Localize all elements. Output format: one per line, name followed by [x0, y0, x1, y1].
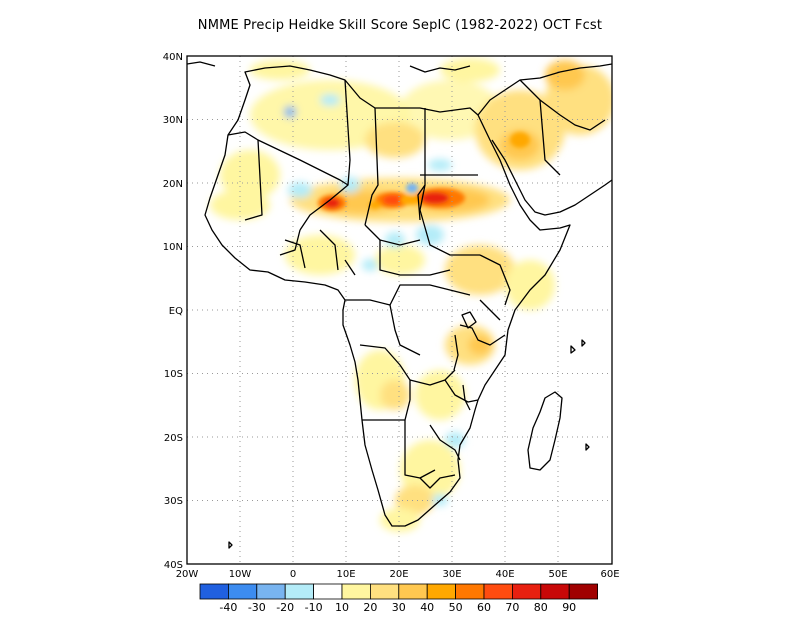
colorbar-swatch [398, 583, 428, 600]
colorbar-swatch [227, 583, 258, 600]
map-grid [187, 56, 612, 564]
lon-label: 20E [389, 569, 408, 580]
skill-shading [210, 58, 612, 532]
colorbar-label: 10 [335, 601, 349, 614]
lat-label: EQ [169, 306, 183, 317]
colorbar-label: 90 [562, 601, 576, 614]
colorbar-label: -30 [248, 601, 266, 614]
colorbar-label: 60 [477, 601, 491, 614]
lon-label: 10E [336, 569, 355, 580]
colorbar-swatch [568, 583, 599, 600]
lon-label: 60E [600, 569, 619, 580]
colorbar-swatch [284, 583, 315, 600]
lat-label: 10S [164, 369, 183, 380]
colorbar-label: 30 [392, 601, 406, 614]
lat-label: 20S [164, 433, 183, 444]
colorbar-swatch [540, 583, 570, 600]
colorbar-swatch [455, 583, 485, 600]
lat-label: 20N [163, 179, 183, 190]
lat-label: 30N [163, 115, 183, 126]
colorbar-label: 70 [505, 601, 519, 614]
lon-label: 10W [229, 569, 252, 580]
lon-label: 30E [442, 569, 461, 580]
colorbar-label: -40 [219, 601, 237, 614]
colorbar-swatch [426, 583, 457, 600]
colorbar-swatch [483, 583, 513, 600]
lat-label: 10N [163, 242, 183, 253]
colorbar-swatch [369, 583, 400, 600]
colorbar-swatch [512, 583, 542, 600]
colorbar-swatch [341, 583, 371, 600]
lat-label: 40N [163, 52, 183, 63]
colorbar-swatch [199, 583, 229, 600]
lat-label: 30S [164, 496, 183, 507]
lon-label: 20W [176, 569, 199, 580]
colorbar-swatch [313, 583, 343, 600]
colorbar: -40 -30 -20 -10 10 20 30 40 50 60 70 80 90 [199, 583, 599, 614]
colorbar-label: -10 [305, 601, 323, 614]
colorbar-swatch [256, 583, 286, 600]
colorbar-label: 20 [363, 601, 377, 614]
map-title: NMME Precip Heidke Skill Score SepIC (19… [197, 18, 603, 33]
colorbar-label: 40 [420, 601, 434, 614]
longitude-labels: 20W 10W 0 10E 20E 30E 40E 50E 60E [176, 569, 620, 580]
colorbar-label: -20 [276, 601, 294, 614]
lon-label: 0 [290, 569, 296, 580]
colorbar-label: 50 [449, 601, 463, 614]
continent-outline [187, 61, 612, 549]
lon-label: 50E [548, 569, 567, 580]
lat-label: 40S [164, 560, 183, 571]
latitude-labels: 40N 30N 20N 10N EQ 10S 20S 30S 40S [163, 52, 183, 571]
map-frame [186, 55, 613, 565]
lon-label: 40E [495, 569, 514, 580]
colorbar-label: 80 [534, 601, 548, 614]
